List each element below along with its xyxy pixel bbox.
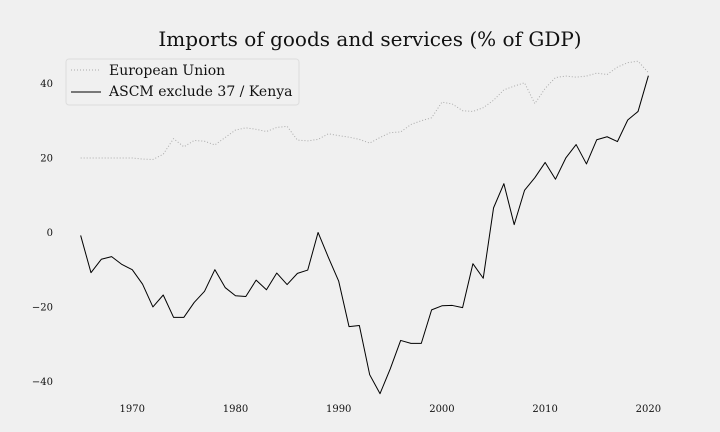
y-tick-label: −40 xyxy=(32,377,53,388)
legend-label-kenya: ASCM exclude 37 / Kenya xyxy=(108,84,292,100)
chart-title: Imports of goods and services (% of GDP) xyxy=(158,27,581,51)
series-line-kenya xyxy=(80,75,649,395)
y-axis-ticks: −40 −20 0 20 40 xyxy=(32,79,53,388)
x-tick-label: 2000 xyxy=(429,404,454,415)
y-tick-label: 20 xyxy=(40,153,53,164)
x-tick-label: 1980 xyxy=(223,404,248,415)
x-axis-ticks: 1970 1980 1990 2000 2010 2020 xyxy=(120,404,662,415)
legend-label-european-union: European Union xyxy=(109,63,225,79)
y-tick-label: −20 xyxy=(32,302,53,313)
y-tick-label: 0 xyxy=(47,228,53,239)
series-layer xyxy=(80,60,649,395)
legend: European Union ASCM exclude 37 / Kenya xyxy=(65,58,300,106)
x-tick-label: 1970 xyxy=(120,404,145,415)
x-tick-label: 2010 xyxy=(532,404,557,415)
legend-box xyxy=(65,58,300,106)
x-tick-label: 1990 xyxy=(326,404,351,415)
y-tick-label: 40 xyxy=(40,79,53,90)
x-tick-label: 2020 xyxy=(636,404,661,415)
